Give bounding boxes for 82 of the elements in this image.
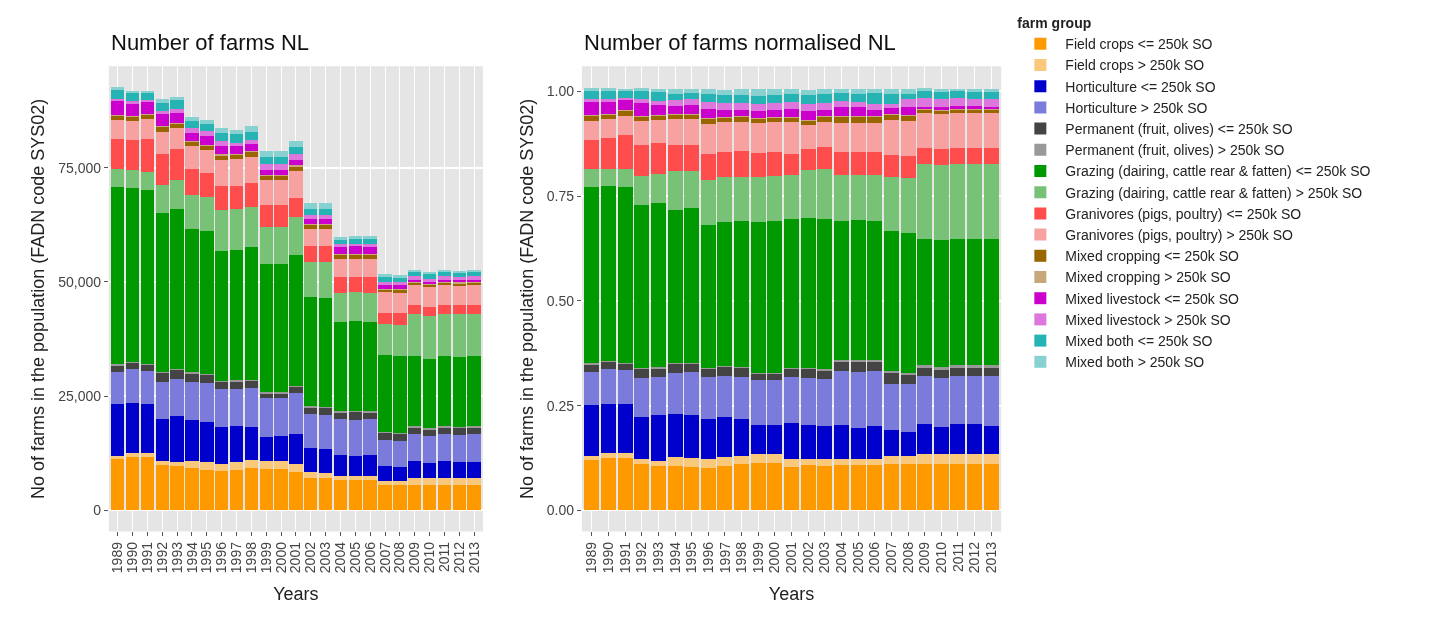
x-tick-label: 1993 xyxy=(649,541,666,574)
x-tick-label: 2004 xyxy=(833,541,850,574)
legend-label: Granivores (pigs, poultry) <= 250k SO xyxy=(1065,205,1302,222)
x-tick-label: 1991 xyxy=(139,541,155,574)
x-tick-label: 2008 xyxy=(391,541,408,574)
x-tick-label: 2003 xyxy=(317,541,334,574)
x-tick-label: 1993 xyxy=(168,541,185,574)
x-tick-label: 1998 xyxy=(242,541,259,574)
y-tick-label: 75,000 xyxy=(58,159,102,176)
legend-label: Horticulture <= 250k SO xyxy=(1065,78,1216,95)
legend-label: Permanent (fruit, olives) <= 250k SO xyxy=(1065,121,1293,138)
x-tick-label: 1995 xyxy=(198,541,215,574)
x-tick-label: 2012 xyxy=(966,541,983,574)
x-tick-label: 2004 xyxy=(332,541,349,574)
legend-label: Mixed both > 250k SO xyxy=(1065,354,1205,371)
y-tick-label: 25,000 xyxy=(58,388,102,405)
x-tick-label: 2012 xyxy=(450,541,467,574)
y-tick-label: 0.50 xyxy=(546,292,575,309)
x-tick-label: 2010 xyxy=(421,541,438,574)
legend-label: Field crops > 250k SO xyxy=(1065,57,1205,74)
y-axis-title: No of farms in the population (FADN code SYS02) xyxy=(28,98,49,499)
x-tick-label: 1989 xyxy=(109,541,126,574)
x-tick-label: 1991 xyxy=(616,541,633,574)
y-axis-title: No of farms in the population (FADN code SYS02) xyxy=(517,98,538,499)
x-tick-label: 2003 xyxy=(816,541,833,574)
legend-title: farm group xyxy=(1017,15,1092,32)
x-tick-label: 2013 xyxy=(982,541,999,574)
y-tick-label: 0.75 xyxy=(546,188,575,205)
y-tick-label: 50,000 xyxy=(58,273,102,290)
x-tick-label: 1996 xyxy=(699,541,716,574)
x-tick-label: 2002 xyxy=(799,541,816,574)
x-tick-label: 2007 xyxy=(882,541,899,574)
x-tick-label: 2002 xyxy=(302,541,319,574)
chart-title: Number of farms normalised NL xyxy=(584,30,896,55)
legend-label: Grazing (dairing, cattle rear & fatten) <= 250k SO xyxy=(1065,163,1371,180)
x-axis-title: Years xyxy=(273,584,319,605)
legend-label: Grazing (dairing, cattle rear & fatten) > 250k SO xyxy=(1065,184,1363,201)
legend-label: Granivores (pigs, poultry) > 250k SO xyxy=(1065,227,1294,244)
legend-label: Mixed livestock <= 250k SO xyxy=(1065,290,1239,307)
x-tick-label: 2008 xyxy=(899,541,916,574)
x-tick-label: 2006 xyxy=(866,541,883,574)
x-tick-label: 1994 xyxy=(666,541,683,574)
x-tick-label: 1997 xyxy=(716,541,733,574)
x-tick-label: 2000 xyxy=(272,541,289,574)
legend-label: Mixed livestock > 250k SO xyxy=(1065,311,1231,328)
x-tick-label: 2010 xyxy=(932,541,949,574)
x-tick-label: 2001 xyxy=(287,541,304,574)
legend-label: Field crops <= 250k SO xyxy=(1065,36,1213,53)
x-tick-label: 2013 xyxy=(465,541,482,574)
legend-label: Mixed cropping <= 250k SO xyxy=(1065,248,1239,265)
x-axis-title: Years xyxy=(768,584,815,605)
x-tick-label: 1999 xyxy=(257,541,274,574)
x-tick-label: 1992 xyxy=(153,541,170,574)
x-tick-label: 1998 xyxy=(733,541,750,574)
x-tick-label: 2007 xyxy=(376,541,393,574)
x-tick-label: 1992 xyxy=(633,541,650,574)
x-tick-label: 2001 xyxy=(783,541,800,574)
x-tick-label: 1990 xyxy=(600,541,617,574)
legend-label: Horticulture > 250k SO xyxy=(1065,99,1208,116)
y-tick-label: 1.00 xyxy=(546,83,575,100)
x-tick-label: 1989 xyxy=(583,541,600,574)
x-tick-label: 1997 xyxy=(228,541,245,574)
x-tick-label: 1994 xyxy=(183,541,200,574)
y-tick-label: 0.00 xyxy=(546,502,575,519)
x-tick-label: 1999 xyxy=(749,541,766,574)
x-tick-label: 2011 xyxy=(949,541,966,573)
legend-label: Mixed cropping > 250k SO xyxy=(1065,269,1231,286)
chart-title: Number of farms NL xyxy=(111,30,310,55)
x-tick-label: 1990 xyxy=(124,541,141,574)
x-tick-label: 2005 xyxy=(346,541,363,574)
x-tick-label: 2006 xyxy=(361,541,378,574)
x-tick-label: 2000 xyxy=(766,541,783,574)
y-tick-label: 0 xyxy=(93,502,102,519)
x-tick-label: 2005 xyxy=(849,541,866,574)
x-tick-label: 2011 xyxy=(435,541,452,573)
x-tick-label: 2009 xyxy=(916,541,933,574)
x-tick-label: 1996 xyxy=(213,541,230,574)
x-tick-label: 2009 xyxy=(406,541,423,574)
y-tick-label: 0.25 xyxy=(546,397,575,414)
x-tick-label: 1995 xyxy=(683,541,700,574)
legend-label: Mixed both <= 250k SO xyxy=(1065,333,1213,350)
legend-label: Permanent (fruit, olives) > 250k SO xyxy=(1065,142,1285,159)
